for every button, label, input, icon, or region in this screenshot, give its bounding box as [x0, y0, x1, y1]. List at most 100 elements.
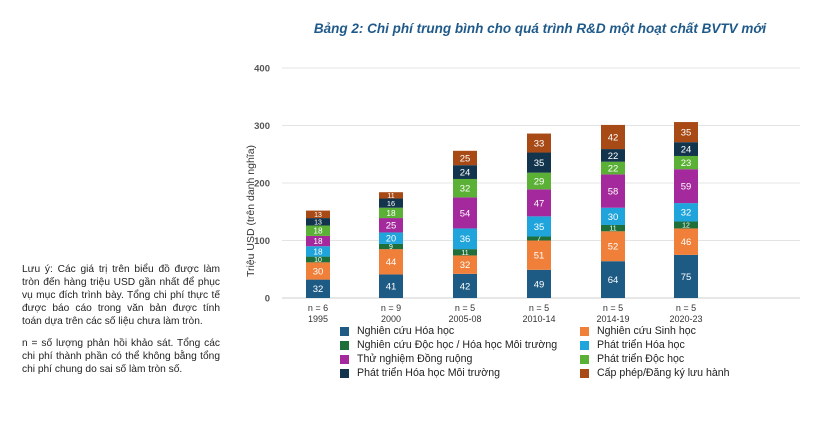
data-label: 35: [681, 128, 692, 139]
legend-label: Nghiên cứu Độc học / Hóa học Môi trường: [357, 339, 558, 351]
bar-segment: [601, 231, 625, 262]
bar-segment: [453, 249, 477, 256]
legend-label: Thử nghiệm Đồng ruộng: [357, 353, 473, 365]
bar-segment: [674, 203, 698, 222]
bar-segment: [527, 172, 551, 190]
x-tick-label: 1995: [308, 314, 328, 324]
bar-segment: [306, 246, 330, 257]
bar-segment: [306, 256, 330, 263]
bar-segment: [306, 225, 330, 236]
x-tick-label: 2020-23: [669, 314, 702, 324]
data-label: 46: [681, 237, 692, 248]
data-label: 42: [460, 281, 471, 292]
legend-swatch: [340, 354, 349, 364]
bar-segment: [674, 221, 698, 229]
bar-segment: [379, 218, 403, 233]
bar-segment: [601, 161, 625, 175]
bar-segment: [379, 243, 403, 250]
bar-segment: [379, 249, 403, 275]
legend-label: Phát triển Độc học: [597, 353, 685, 365]
data-label: 36: [460, 234, 471, 245]
data-label: 29: [534, 176, 545, 187]
legend-label: Nghiên cứu Hóa học: [357, 325, 455, 337]
bar-segment: [527, 269, 551, 298]
bar-segment: [674, 142, 698, 156]
bar-segment: [379, 207, 403, 219]
legend-swatch: [340, 326, 349, 336]
legend-item: Thử nghiệm Đồng ruộng: [340, 353, 472, 365]
legend-swatch: [580, 326, 589, 336]
chart-title: Bảng 2: Chi phí trung bình cho quá trình…: [313, 21, 767, 36]
data-label: 32: [460, 260, 471, 271]
data-label: 11: [387, 193, 394, 200]
bar-segment: [306, 210, 330, 219]
n-label: n = 9: [381, 303, 401, 313]
legend-label: Phát triển Hóa học: [597, 339, 685, 351]
legend-label: Nghiên cứu Sinh học: [597, 325, 696, 337]
data-label: 75: [681, 272, 692, 283]
n-label: n = 5: [529, 303, 549, 313]
data-label: 10: [314, 257, 322, 264]
legend-label: Cấp phép/Đăng ký lưu hành: [597, 367, 730, 379]
data-label: 12: [682, 222, 690, 229]
bar-segment: [674, 169, 698, 204]
bar-segment: [306, 279, 330, 298]
bar-segment: [453, 255, 477, 274]
bar-segment: [306, 218, 330, 226]
data-label: 13: [314, 219, 322, 226]
data-label: 47: [534, 198, 545, 209]
data-label: 22: [608, 151, 619, 162]
data-label: 18: [313, 227, 323, 236]
bars: 3230101818181313414492025181611423211365…: [306, 122, 698, 298]
bar-segment: [674, 254, 698, 298]
y-axis-label: Triệu USD (trên danh nghĩa): [245, 145, 257, 277]
bar-segment: [306, 235, 330, 247]
data-label: 25: [386, 221, 397, 232]
bar-segment: [527, 236, 551, 241]
data-label: 23: [681, 158, 692, 169]
data-label: 64: [608, 275, 619, 286]
data-label: 33: [534, 138, 545, 149]
bar-segment: [453, 197, 477, 229]
data-label: 22: [608, 163, 619, 174]
data-label: 51: [534, 251, 545, 262]
data-label: 58: [608, 186, 619, 197]
data-label: 11: [609, 226, 616, 233]
data-label: 44: [386, 257, 397, 268]
data-label: 30: [608, 212, 619, 223]
bar-segment: [453, 228, 477, 250]
legend-item: Nghiên cứu Sinh học: [580, 325, 696, 337]
n-label: n = 5: [603, 303, 623, 313]
bar-segment: [674, 122, 698, 143]
bar-segment: [306, 262, 330, 280]
legend-swatch: [580, 368, 589, 378]
legend-item: Phát triển Độc học: [580, 353, 684, 365]
y-tick-label: 200: [254, 179, 270, 190]
bar-segment: [527, 240, 551, 270]
data-label: 35: [534, 222, 545, 233]
data-label: 7: [537, 236, 541, 243]
data-label: 52: [608, 242, 619, 253]
data-label: 32: [681, 208, 692, 219]
x-tick-label: 2005-08: [448, 314, 481, 324]
bar-segment: [601, 149, 625, 162]
legend-swatch: [340, 368, 349, 378]
bar-segment: [527, 189, 551, 217]
legend-item: Nghiên cứu Độc học / Hóa học Môi trường: [340, 339, 557, 351]
bar-segment: [379, 274, 403, 298]
bar-segment: [379, 232, 403, 244]
notes: Lưu ý: Các giá trị trên biểu đồ được làm…: [22, 264, 220, 386]
bar-segment: [453, 178, 477, 198]
data-label: 24: [681, 144, 692, 155]
data-label: 11: [461, 250, 468, 257]
bar-segment: [674, 228, 698, 255]
y-tick-label: 0: [265, 294, 270, 305]
data-label: 18: [313, 237, 323, 246]
n-label: n = 5: [676, 303, 696, 313]
bar-segment: [674, 155, 698, 170]
data-label: 32: [313, 284, 324, 295]
legend-item: Nghiên cứu Hóa học: [340, 325, 454, 337]
legend-item: Cấp phép/Đăng ký lưu hành: [580, 367, 730, 379]
bar-segment: [527, 152, 551, 173]
